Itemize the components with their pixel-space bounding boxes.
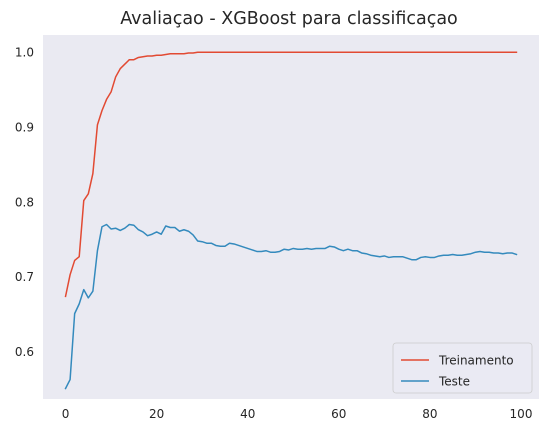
legend-label-1: Teste [438, 374, 470, 388]
x-tick-label: 20 [149, 407, 164, 421]
legend: Treinamento Teste [392, 342, 533, 394]
x-tick-label: 100 [510, 407, 533, 421]
x-tick-label: 60 [331, 407, 346, 421]
x-tick-label: 80 [422, 407, 437, 421]
series-layer [64, 51, 518, 390]
y-tick-label: 0.8 [15, 195, 34, 209]
y-tick-label: 1.0 [15, 46, 34, 60]
legend-label-0: Treinamento [438, 353, 514, 367]
y-tick-label: 0.7 [15, 270, 34, 284]
series-line-0 [64, 51, 518, 298]
series-line-1 [64, 223, 518, 390]
chart-title: Avaliaçao - XGBoost para classificaçao [120, 9, 458, 29]
x-tick-label: 40 [240, 407, 255, 421]
x-axis-ticks: 0 20 40 60 80 100 [62, 407, 533, 421]
plot-area [43, 35, 539, 399]
y-tick-label: 0.6 [15, 345, 34, 359]
y-axis-ticks: 0.6 0.7 0.8 0.9 1.0 [15, 46, 34, 360]
x-tick-label: 0 [62, 407, 70, 421]
y-tick-label: 0.9 [15, 120, 34, 134]
